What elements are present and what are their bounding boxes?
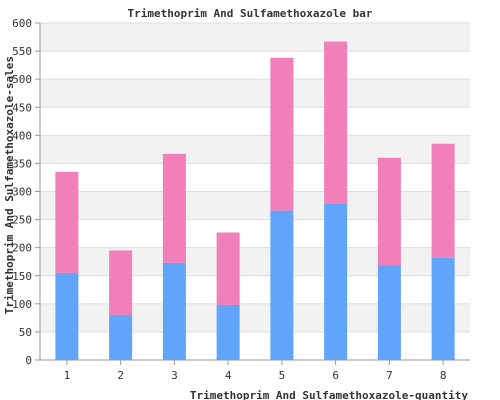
bar-1-segment-1 [55,272,79,360]
grid-band [40,331,470,360]
bar-1-segment-2 [55,171,79,273]
y-tick-label: 150 [12,270,32,283]
grid-band [40,163,470,192]
grid-band [40,303,470,332]
y-tick-label: 200 [12,242,32,255]
x-tick-labels: 1 2 3 4 5 6 7 8 [64,369,447,382]
grid-band [40,135,470,164]
x-tick-label: 3 [171,369,178,382]
bar-6-segment-2 [324,41,348,204]
x-tick-label: 5 [279,369,286,382]
grid-band [40,51,470,80]
bar-2-segment-2 [109,250,133,316]
axes [35,22,470,365]
chart-title: Trimethoprim And Sulfamethoxazole bar [127,7,372,20]
bar-7-segment-2 [377,157,401,266]
bar-3-segment-2 [162,153,186,263]
y-tick-label: 600 [12,17,32,30]
y-tick-label: 300 [12,186,32,199]
grid-band [40,191,470,220]
grid-band [40,107,470,136]
grid-band [40,247,470,276]
grid-band [40,79,470,108]
y-tick-label: 0 [25,354,32,367]
x-tick-label: 8 [440,369,447,382]
grid-band [40,275,470,304]
y-tick-label: 400 [12,129,32,142]
bars [55,41,455,360]
bar-8-segment-1 [431,257,455,360]
bar-6-segment-1 [324,203,348,360]
y-tick-label: 450 [12,101,32,114]
grid-band [40,23,470,52]
y-tick-label: 500 [12,73,32,86]
x-tick-label: 6 [332,369,339,382]
x-tick-label: 1 [64,369,71,382]
x-axis-title: Trimethoprim And Sulfamethoxazole-quanti… [190,389,469,400]
y-tick-labels: 0 50 100 150 200 250 300 350 400 450 500 550 600 [12,17,32,367]
bar-5-segment-1 [270,210,294,360]
y-tick-label: 50 [19,326,32,339]
y-axis-title: Trimethoprim And Sulfamethoxazole-sales [3,56,16,314]
bar-2-segment-1 [109,315,133,360]
bar-3-segment-1 [162,262,186,360]
bar-4-segment-1 [216,304,240,360]
bar-8-segment-2 [431,143,455,258]
x-tick-label: 7 [386,369,393,382]
bar-7-segment-1 [377,265,401,360]
x-tick-label: 4 [225,369,232,382]
grid-band [40,219,470,248]
y-tick-label: 250 [12,214,32,227]
y-tick-label: 550 [12,45,32,58]
x-tick-label: 2 [117,369,124,382]
bar-5-segment-2 [270,57,294,211]
bar-4-segment-2 [216,232,240,305]
y-tick-label: 100 [12,298,32,311]
y-tick-label: 350 [12,157,32,170]
